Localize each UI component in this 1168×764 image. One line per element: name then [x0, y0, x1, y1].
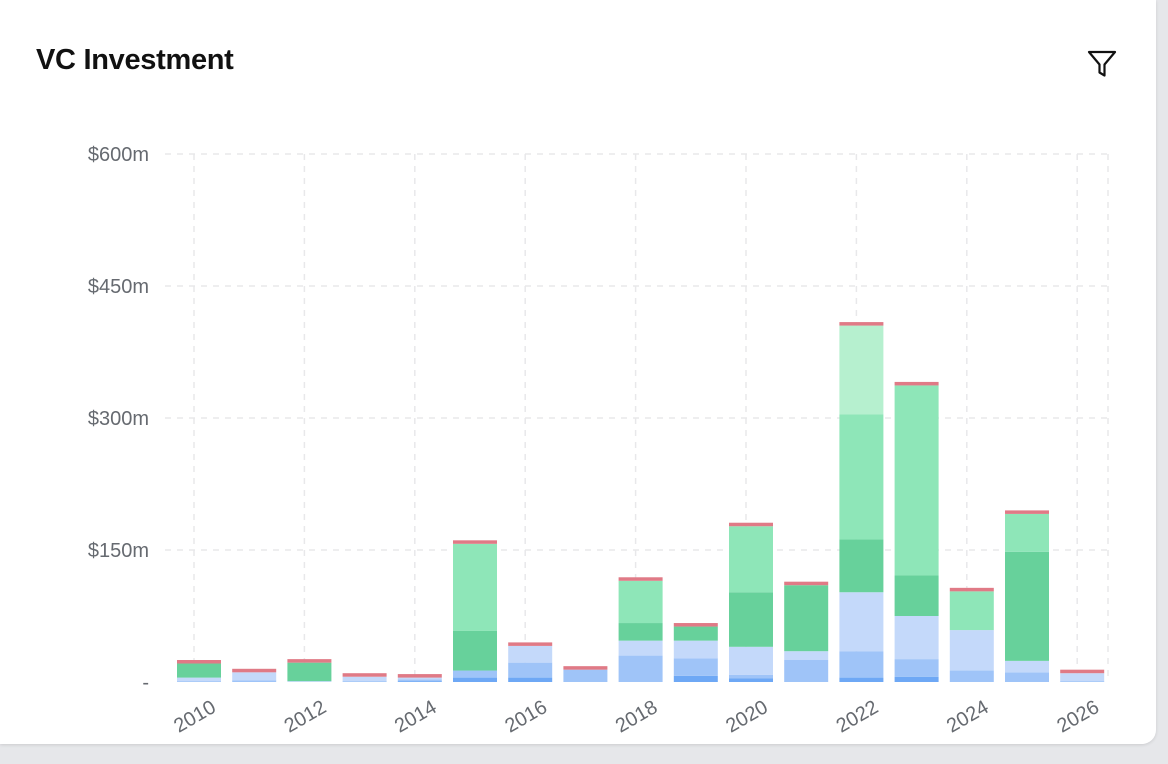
filter-icon: [1087, 50, 1117, 77]
bar-segment-2023-7[interactable]: [894, 381, 939, 386]
x-tick-label: 2020: [722, 696, 772, 737]
bar-segment-2022-7[interactable]: [839, 322, 884, 326]
bar-segment-2024-3[interactable]: [949, 630, 994, 671]
vc-investment-card: VC Investment - $150m $300m $450m $600m 2010 2…: [0, 0, 1156, 744]
bar-segment-2010-2[interactable]: [177, 681, 221, 682]
bar-segment-2023-2[interactable]: [894, 659, 939, 677]
bar-segment-2011-2[interactable]: [232, 680, 277, 682]
bar-segment-2017-7[interactable]: [563, 666, 608, 670]
filter-button[interactable]: [1084, 46, 1120, 82]
bar-segment-2014-1[interactable]: [397, 681, 442, 682]
bar-segment-2011-3[interactable]: [232, 672, 277, 681]
bar-segment-2015-7[interactable]: [453, 540, 497, 544]
bar-segment-2020-7[interactable]: [729, 522, 773, 527]
bar-segment-2023-5[interactable]: [894, 385, 939, 576]
bar-segment-2017-2[interactable]: [563, 669, 608, 682]
bar-segment-2025-4[interactable]: [1005, 551, 1049, 661]
bar-segment-2010-4[interactable]: [177, 663, 221, 678]
bar-segment-2018-4[interactable]: [618, 623, 663, 641]
y-tick-label: $450m: [88, 276, 149, 298]
y-tick-label: $300m: [88, 408, 149, 430]
bar-segment-2016-2[interactable]: [508, 662, 553, 678]
x-tick-label: 2012: [281, 696, 331, 737]
bar-segment-2012-4[interactable]: [287, 662, 332, 682]
bar-segment-2025-2[interactable]: [1005, 672, 1049, 682]
bar-segment-2021-4[interactable]: [784, 585, 829, 652]
bar-segment-2022-6[interactable]: [839, 325, 884, 415]
bar-segment-2022-4[interactable]: [839, 539, 884, 593]
bar-segment-2023-1[interactable]: [894, 676, 939, 682]
bar-segment-2019-4[interactable]: [673, 626, 718, 641]
bar-segment-2019-1[interactable]: [673, 675, 718, 682]
x-tick-label: 2026: [1053, 696, 1103, 737]
bar-segment-2019-3[interactable]: [673, 640, 718, 659]
bar-segment-2014-7[interactable]: [397, 674, 442, 678]
y-tick-label: -: [142, 672, 149, 694]
x-tick-label: 2014: [391, 696, 441, 737]
bar-segment-2024-5[interactable]: [949, 591, 994, 631]
bar-segment-2023-3[interactable]: [894, 616, 939, 660]
bar-segment-2020-3[interactable]: [729, 646, 773, 675]
bar-segment-2026-7[interactable]: [1060, 669, 1105, 674]
bar-segment-2016-7[interactable]: [508, 642, 553, 646]
bar-segment-2013-7[interactable]: [342, 673, 387, 677]
bar-segment-2018-5[interactable]: [618, 580, 663, 624]
bar-segment-2025-5[interactable]: [1005, 513, 1049, 552]
y-tick-label: $600m: [88, 144, 149, 166]
bar-segment-2012-7[interactable]: [287, 659, 332, 663]
bar-segment-2020-2[interactable]: [729, 674, 773, 679]
bar-segment-2022-2[interactable]: [839, 651, 884, 678]
bar-segment-2020-4[interactable]: [729, 592, 773, 647]
x-tick-label: 2018: [612, 696, 662, 737]
bar-segment-2010-7[interactable]: [177, 660, 221, 664]
bar-segment-2024-2[interactable]: [949, 670, 994, 682]
bar-segment-2018-7[interactable]: [618, 577, 663, 581]
bar-segment-2020-5[interactable]: [729, 526, 773, 593]
bar-segment-2025-7[interactable]: [1005, 510, 1049, 514]
bar-segment-2010-3[interactable]: [177, 677, 221, 682]
bar-segment-2015-1[interactable]: [453, 677, 497, 682]
stacked-bar-chart: - $150m $300m $450m $600m 2010 2012 2014 2016 201…: [88, 144, 1109, 737]
bar-segment-2022-3[interactable]: [839, 592, 884, 652]
bar-segment-2018-3[interactable]: [618, 640, 663, 656]
bar-segment-2021-2[interactable]: [784, 660, 829, 682]
bar-segment-2015-2[interactable]: [453, 670, 497, 678]
bar-segment-2016-1[interactable]: [508, 677, 553, 682]
chart-title: VC Investment: [36, 44, 234, 76]
bar-segment-2015-4[interactable]: [453, 630, 497, 671]
bar-segment-2021-3[interactable]: [784, 651, 829, 660]
bar-segment-2025-3[interactable]: [1005, 660, 1049, 673]
bar-segment-2022-1[interactable]: [839, 677, 884, 682]
bar-segment-2018-2[interactable]: [618, 655, 663, 682]
y-tick-label: $150m: [88, 540, 149, 562]
bar-segment-2013-3[interactable]: [342, 676, 387, 682]
bar-segment-2023-4[interactable]: [894, 575, 939, 616]
bar-segment-2020-1[interactable]: [729, 678, 773, 682]
bar-segment-2021-7[interactable]: [784, 581, 829, 586]
bar-segment-2016-3[interactable]: [508, 645, 553, 663]
bar-segment-2015-5[interactable]: [453, 543, 497, 631]
x-tick-label: 2016: [501, 696, 551, 737]
bar-segment-2014-3[interactable]: [397, 677, 442, 680]
x-tick-label: 2010: [170, 696, 220, 737]
bar-segment-2024-7[interactable]: [949, 587, 994, 592]
bar-segment-2019-7[interactable]: [673, 623, 718, 627]
bar-segment-2014-2[interactable]: [397, 679, 442, 682]
bar-segment-2011-7[interactable]: [232, 668, 277, 673]
bar-segment-2026-3[interactable]: [1060, 673, 1105, 682]
bar-segment-2026-2[interactable]: [1060, 681, 1105, 682]
bar-segment-2012-3[interactable]: [287, 681, 332, 682]
x-tick-label: 2024: [943, 696, 993, 737]
bar-segment-2022-5[interactable]: [839, 414, 884, 540]
x-tick-label: 2022: [833, 696, 883, 737]
bar-segment-2013-2[interactable]: [342, 681, 387, 682]
bar-segment-2019-2[interactable]: [673, 658, 718, 676]
